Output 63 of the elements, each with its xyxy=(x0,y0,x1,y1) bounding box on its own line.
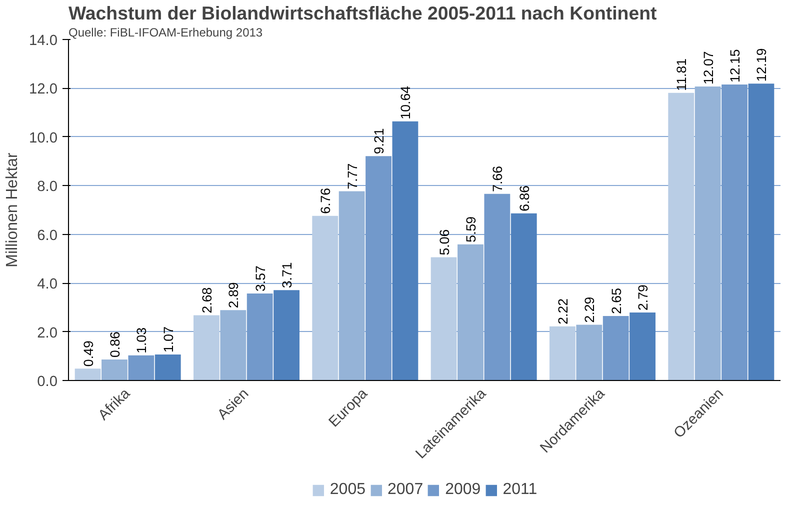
bar xyxy=(128,355,154,380)
data-label: 2.68 xyxy=(199,287,214,314)
bar xyxy=(602,316,629,380)
data-label: 6.86 xyxy=(516,185,532,212)
y-tick-label: 2.0 xyxy=(37,325,58,342)
data-label: 11.81 xyxy=(674,58,690,91)
bar xyxy=(510,213,537,380)
bar xyxy=(194,315,220,380)
y-tick-label: 0.0 xyxy=(37,374,58,390)
data-label: 12.15 xyxy=(728,49,743,83)
y-tick-label: 8.0 xyxy=(37,179,58,196)
data-label: 3.71 xyxy=(280,262,295,288)
chart-title: Wachstum der Biolandwirtschaftsfläche 2005-2011 nach Kontinent xyxy=(68,2,657,24)
bar xyxy=(630,312,656,380)
y-axis-title: Millionen Hektar xyxy=(4,152,21,268)
bar xyxy=(366,156,392,380)
legend-label: 2005 xyxy=(330,481,366,499)
bar xyxy=(484,194,510,380)
bar xyxy=(668,92,694,380)
bar xyxy=(458,244,484,380)
bar xyxy=(154,354,181,380)
data-label: 1.03 xyxy=(134,327,150,354)
bar xyxy=(748,84,774,380)
bar xyxy=(576,324,602,380)
data-label: 3.57 xyxy=(252,266,268,292)
bar xyxy=(312,216,338,380)
data-label: 5.06 xyxy=(436,229,452,256)
y-tick-label: 6.0 xyxy=(37,228,58,244)
bar xyxy=(430,257,457,380)
data-label: 6.76 xyxy=(318,188,334,214)
bar xyxy=(694,86,721,380)
legend-label: 2007 xyxy=(388,481,424,499)
bar xyxy=(74,368,101,380)
bar xyxy=(392,121,418,380)
data-label: 7.77 xyxy=(344,163,360,190)
data-label: 2.29 xyxy=(582,296,598,323)
y-tick-label: 4.0 xyxy=(37,276,58,293)
data-label: 12.07 xyxy=(700,51,716,85)
bar xyxy=(550,326,576,380)
data-label: 2.89 xyxy=(226,282,242,308)
bar xyxy=(246,294,273,380)
legend-label: 2011 xyxy=(502,481,538,499)
bar xyxy=(274,290,300,380)
bar xyxy=(722,84,748,380)
data-label: 9.21 xyxy=(372,128,387,154)
legend-label: 2009 xyxy=(445,481,481,499)
y-tick-label: 10.0 xyxy=(28,130,58,146)
data-label: 0.49 xyxy=(80,340,96,367)
data-label: 7.66 xyxy=(490,166,506,192)
data-label: 2.22 xyxy=(555,298,570,324)
chart-subtitle: Quelle: FiBL-IFOAM-Erhebung 2013 xyxy=(68,26,263,40)
y-tick-label: 14.0 xyxy=(28,33,58,49)
bar xyxy=(220,310,246,380)
data-label: 1.07 xyxy=(160,326,176,352)
data-label: 0.86 xyxy=(107,332,122,358)
data-label: 12.19 xyxy=(754,48,770,82)
bar xyxy=(338,191,365,380)
data-label: 2.65 xyxy=(608,288,624,314)
data-label: 5.59 xyxy=(463,216,478,242)
y-tick-label: 12.0 xyxy=(28,82,58,98)
data-label: 10.64 xyxy=(398,85,414,120)
bar xyxy=(102,360,128,380)
data-label: 2.79 xyxy=(636,284,651,311)
